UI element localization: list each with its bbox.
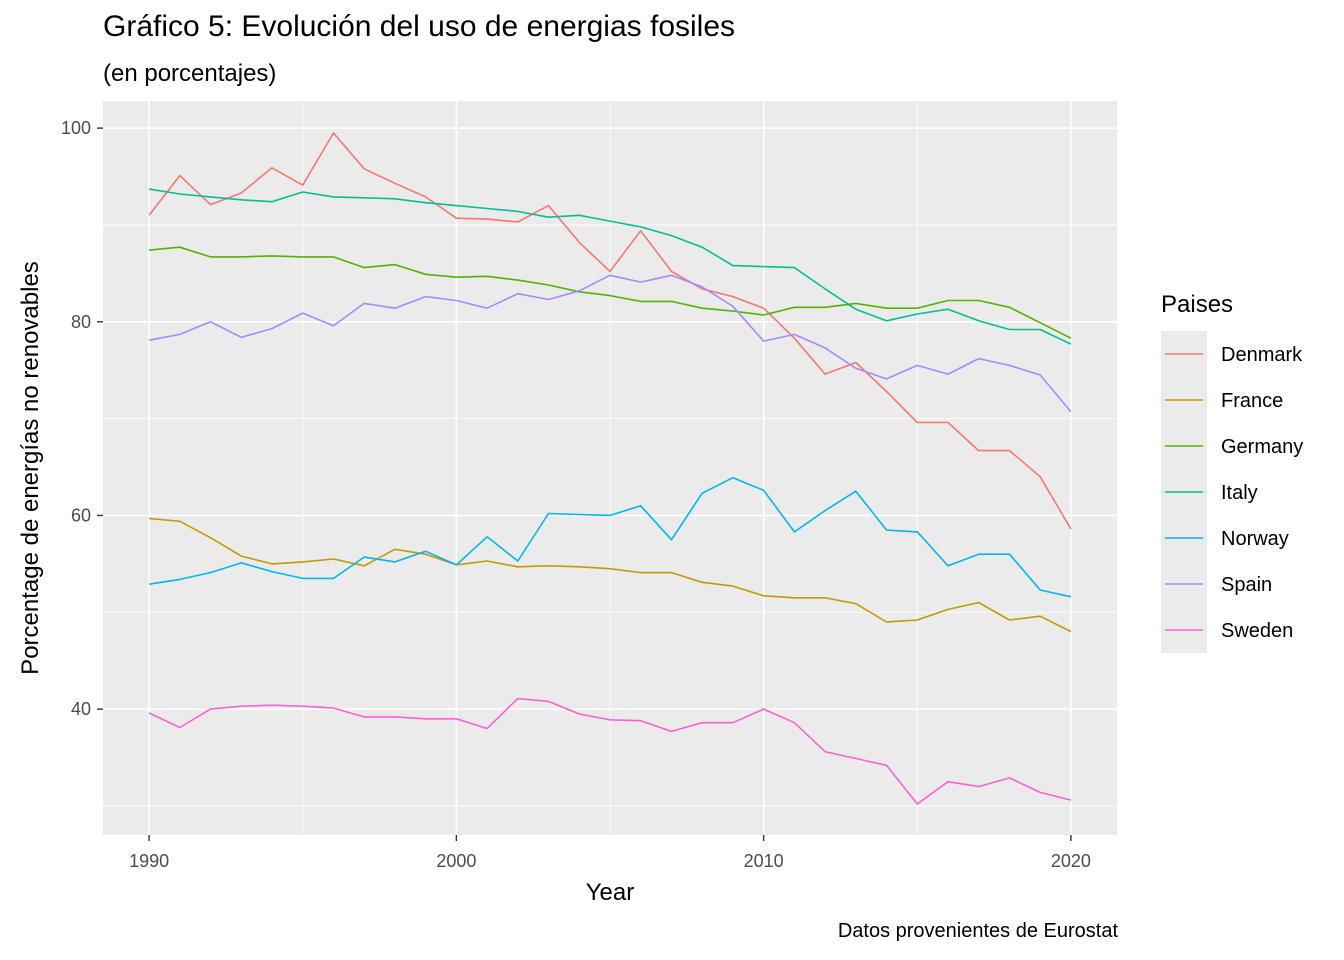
- y-tick-label: 40: [71, 699, 91, 719]
- y-tick-label: 100: [61, 118, 91, 138]
- x-tick-label: 2000: [436, 851, 476, 871]
- legend-label: Sweden: [1221, 620, 1293, 642]
- legend: Paises Denmark France Germany Italy Norway Sp…: [1161, 291, 1303, 653]
- series-line-sweden: [148, 697, 1072, 805]
- chart-subtitle: (en porcentajes): [103, 60, 277, 87]
- x-tick-label: 2020: [1051, 851, 1091, 871]
- series-lines: [148, 132, 1072, 805]
- y-tick-label: 80: [71, 312, 91, 332]
- series-line-spain: [148, 274, 1072, 413]
- x-tick-label: 2010: [744, 851, 784, 871]
- chart-title: Gráfico 5: Evolución del uso de energias…: [103, 10, 736, 43]
- legend-label: Italy: [1221, 482, 1258, 504]
- grid-minor: [103, 101, 1117, 835]
- y-axis-title: Porcentage de energías no renovables: [17, 261, 44, 675]
- y-axis: 40 60 80 100: [61, 118, 103, 719]
- x-axis: 1990 2000 2010 2020: [129, 835, 1091, 871]
- series-line-italy: [148, 188, 1072, 345]
- series-line-germany: [149, 246, 1072, 339]
- y-tick-label: 60: [71, 505, 91, 525]
- legend-label: Denmark: [1221, 344, 1303, 366]
- legend-label: France: [1221, 390, 1283, 412]
- legend-label: Germany: [1221, 436, 1303, 458]
- series-line-france: [149, 517, 1072, 633]
- x-tick-label: 1990: [129, 851, 169, 871]
- x-axis-title: Year: [586, 879, 635, 906]
- legend-label: Spain: [1221, 574, 1272, 596]
- chart-caption: Datos provenientes de Eurostat: [837, 920, 1118, 942]
- series-line-norway: [148, 476, 1072, 598]
- legend-title: Paises: [1161, 291, 1233, 318]
- legend-label: Norway: [1221, 528, 1289, 550]
- series-line-denmark: [148, 132, 1072, 530]
